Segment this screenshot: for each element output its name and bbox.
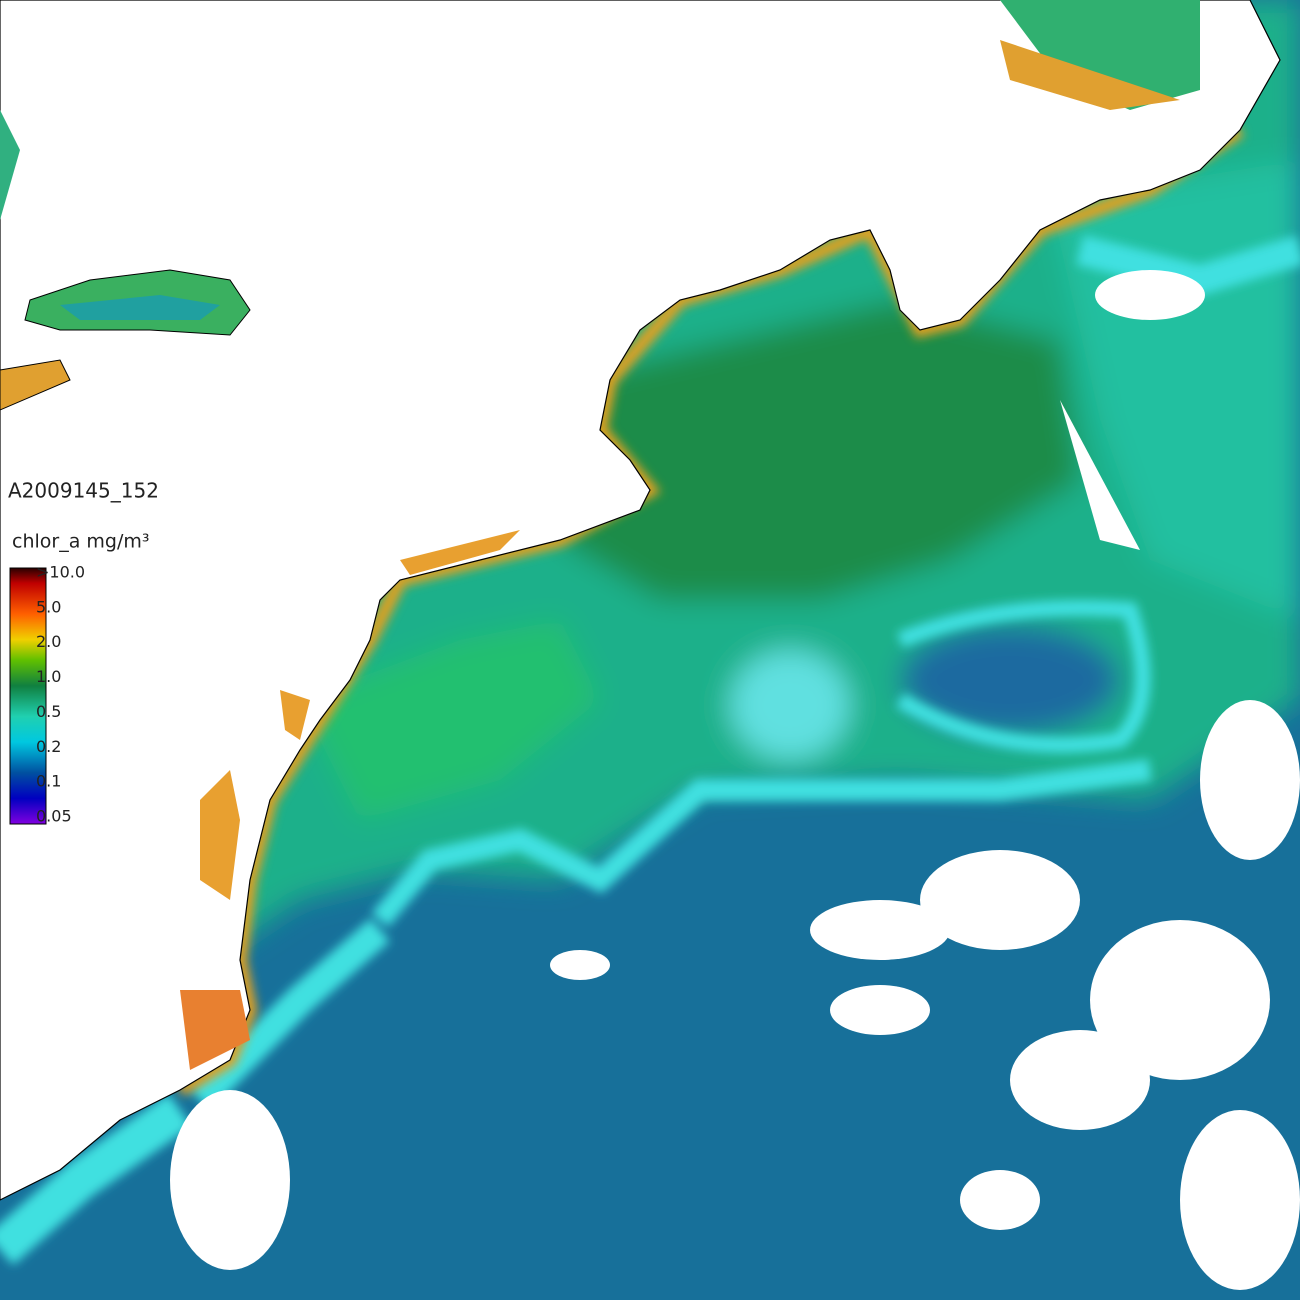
filament — [189, 918, 390, 1111]
shelf-green — [300, 620, 600, 820]
delaware-bay — [280, 690, 310, 740]
gulf-of-maine — [560, 300, 1080, 600]
cloud — [830, 985, 930, 1035]
legend-label: 0.1 — [36, 772, 61, 791]
cloud — [170, 1090, 290, 1270]
cloud — [1090, 920, 1270, 1080]
cloud — [1180, 1110, 1300, 1290]
filament — [1076, 235, 1300, 296]
legend-label: 0.2 — [36, 737, 61, 756]
filament — [371, 759, 1152, 928]
pamlico-sound — [180, 990, 250, 1070]
chesapeake-bay — [200, 770, 240, 900]
swath-gap — [1060, 400, 1140, 550]
legend-title: chlor_a mg/m³ — [12, 531, 149, 553]
legend-label: 5.0 — [36, 597, 61, 616]
cloud — [1010, 1030, 1150, 1130]
image-id: A2009145_152 — [8, 479, 159, 503]
legend-label: 2.0 — [36, 632, 61, 651]
cyan-filaments — [0, 235, 1300, 1266]
lake-erie — [0, 359, 71, 411]
cloud — [810, 900, 950, 960]
cloud — [550, 950, 610, 980]
cloud — [1095, 270, 1205, 320]
cloud — [920, 850, 1080, 950]
long-island-sound — [400, 530, 520, 575]
lake-center — [60, 295, 220, 320]
legend-labels: >10.0 5.0 2.0 1.0 0.5 0.2 0.1 0.05 — [36, 563, 85, 826]
legend-label: 0.5 — [36, 702, 61, 721]
land — [0, 0, 1281, 1201]
lake — [0, 110, 20, 220]
cloud — [1200, 700, 1300, 860]
coastal-bloom — [1000, 40, 1180, 110]
legend-label: 0.05 — [36, 807, 72, 826]
legend-label: >10.0 — [36, 563, 85, 582]
clouds — [170, 270, 1300, 1290]
warm-core-ring — [900, 625, 1120, 735]
eddy — [730, 650, 850, 760]
cloud — [960, 1170, 1040, 1230]
filament — [895, 600, 1151, 753]
gulf-st-lawrence — [1000, 0, 1200, 110]
legend-label: 1.0 — [36, 667, 61, 686]
color-bar — [9, 567, 47, 825]
filament — [0, 1093, 192, 1266]
